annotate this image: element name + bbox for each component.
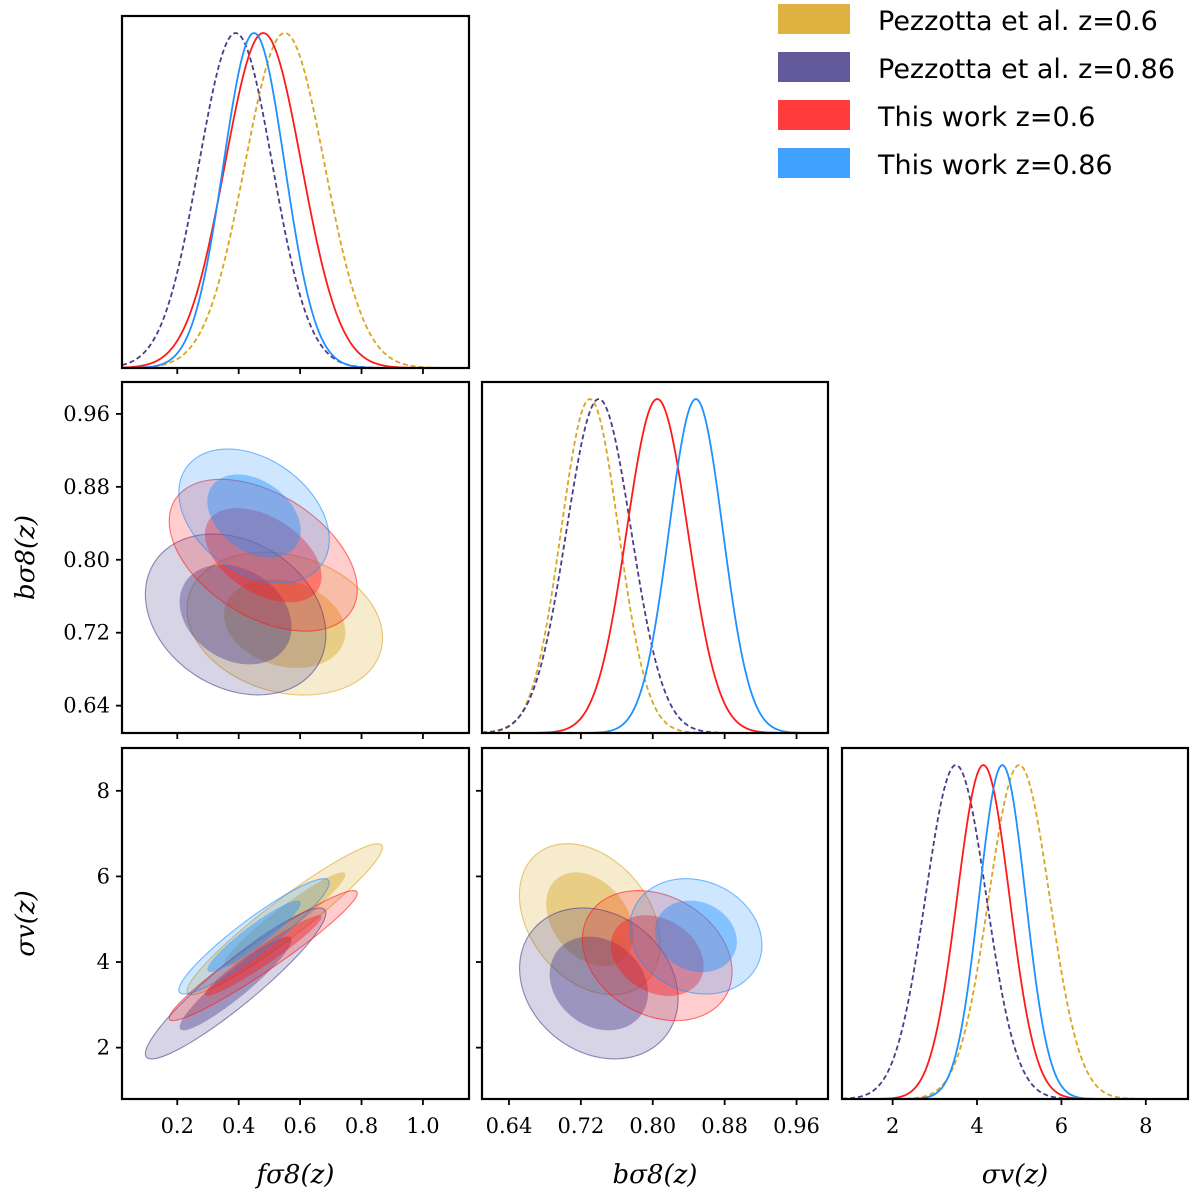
legend-swatch-thiswork-z06 xyxy=(778,100,850,130)
legend-swatch-thiswork-z086 xyxy=(778,148,850,178)
axes-frames-layer xyxy=(120,14,1190,1101)
x-tick-label-sv-2: 6 xyxy=(1055,1114,1068,1138)
panel-frame-r2-c1 xyxy=(480,746,830,1101)
legend-swatch-pezzotta-z086 xyxy=(778,52,850,82)
y-axis-title-sv: σv(z) xyxy=(11,890,41,956)
y-tick-label-sv-2: 6 xyxy=(97,864,110,888)
y-tick-label-bs8-3: 0.88 xyxy=(63,475,110,499)
y-tick-label-sv-0: 2 xyxy=(97,1036,110,1060)
x-tick-label-sv-0: 2 xyxy=(886,1114,899,1138)
legend-label-pezzotta-z086: Pezzotta et al. z=0.86 xyxy=(878,54,1175,85)
y-tick-label-bs8-2: 0.80 xyxy=(63,548,110,572)
panel-sv-marginal xyxy=(842,764,1188,1099)
thiswork-z06-68pct-contour-sv-bs8 xyxy=(610,915,704,996)
panel-frame-r1-c1 xyxy=(480,380,830,735)
panel-frame-r0-c0 xyxy=(120,14,471,370)
pezzotta-z06-95pct-contour-sv-bs8 xyxy=(518,843,661,996)
panel-sv-vs-fs8-contours xyxy=(144,843,384,1060)
x-tick-label-sv-1: 4 xyxy=(970,1114,983,1138)
pezzotta-z086-marginal-bs8 xyxy=(482,398,828,733)
panel-sv-vs-bs8-contours xyxy=(518,843,763,1060)
pezzotta-z06-68pct-contour-bs8-fs8 xyxy=(224,579,346,668)
panel-frame-r2-c0 xyxy=(120,746,471,1101)
contour-fills-layer xyxy=(144,448,763,1060)
x-tick-label-fs8-1: 0.4 xyxy=(222,1114,255,1138)
pezzotta-z06-marginal-bs8 xyxy=(482,398,828,733)
panel-fs8-marginal xyxy=(122,32,469,368)
thiswork-z06-95pct-contour-sv-bs8 xyxy=(581,890,733,1022)
panel-frame-r2-c2 xyxy=(840,746,1190,1101)
legend-label-thiswork-z086: This work z=0.86 xyxy=(877,150,1113,181)
thiswork-z06-95pct-contour-bs8-fs8 xyxy=(168,478,358,632)
thiswork-z06-marginal-fs8 xyxy=(122,32,469,368)
legend-label-pezzotta-z06: Pezzotta et al. z=0.6 xyxy=(878,6,1158,37)
thiswork-z06-68pct-contour-sv-fs8 xyxy=(204,915,322,996)
axis-ticks-layer: 0.2 0.4 0.6 0.8 1.0 0.64 0.72 0.80 0.88 0.96 2 4 6 8 0… xyxy=(11,368,1152,1190)
legend: Pezzotta et al. z=0.6 Pezzotta et al. z=0… xyxy=(778,4,1175,181)
panel-frame-r1-c0 xyxy=(120,380,471,735)
pezzotta-z086-marginal-sv xyxy=(842,764,1188,1099)
x-tick-label-fs8-4: 1.0 xyxy=(406,1114,439,1138)
thiswork-z086-95pct-contour-bs8-fs8 xyxy=(178,448,330,584)
x-tick-label-fs8-0: 0.2 xyxy=(161,1114,194,1138)
x-tick-label-fs8-3: 0.8 xyxy=(345,1114,378,1138)
x-tick-label-fs8-2: 0.6 xyxy=(283,1114,316,1138)
y-tick-label-bs8-4: 0.96 xyxy=(63,402,110,426)
y-tick-label-bs8-0: 0.64 xyxy=(63,694,110,718)
pezzotta-z06-marginal-fs8 xyxy=(122,32,469,368)
y-tick-label-sv-3: 8 xyxy=(97,779,110,803)
legend-swatch-pezzotta-z06 xyxy=(778,4,850,34)
panel-bs8-vs-fs8-contours xyxy=(144,448,384,696)
thiswork-z086-marginal-fs8 xyxy=(122,32,469,368)
x-axis-title-fs8: fσ8(z) xyxy=(255,1160,335,1190)
x-tick-label-sv-3: 8 xyxy=(1139,1114,1152,1138)
x-tick-label-bs8-4: 0.96 xyxy=(773,1114,820,1138)
x-tick-label-bs8-3: 0.88 xyxy=(701,1114,748,1138)
y-tick-label-bs8-1: 0.72 xyxy=(63,621,110,645)
y-axis-title-bs8: bσ8(z) xyxy=(11,515,41,600)
thiswork-z086-68pct-contour-bs8-fs8 xyxy=(207,474,301,558)
pezzotta-z06-68pct-contour-sv-fs8 xyxy=(224,872,346,967)
thiswork-z086-68pct-contour-sv-bs8 xyxy=(654,900,737,973)
legend-label-thiswork-z06: This work z=0.6 xyxy=(877,102,1095,133)
thiswork-z06-95pct-contour-sv-fs8 xyxy=(168,890,358,1022)
thiswork-z086-95pct-contour-sv-bs8 xyxy=(629,878,763,995)
thiswork-z06-marginal-sv xyxy=(842,764,1188,1099)
pezzotta-z06-95pct-contour-bs8-fs8 xyxy=(186,551,384,696)
pezzotta-z086-95pct-contour-bs8-fs8 xyxy=(144,533,327,696)
thiswork-z086-68pct-contour-sv-fs8 xyxy=(207,900,301,973)
pezzotta-z086-68pct-contour-sv-bs8 xyxy=(549,936,649,1031)
pezzotta-z086-marginal-fs8 xyxy=(122,32,469,368)
pezzotta-z086-95pct-contour-sv-bs8 xyxy=(519,907,679,1060)
x-axis-title-sv: σv(z) xyxy=(982,1160,1048,1190)
y-tick-label-sv-1: 4 xyxy=(97,950,110,974)
thiswork-z06-68pct-contour-bs8-fs8 xyxy=(204,508,322,603)
panel-bs8-marginal xyxy=(482,398,828,733)
x-tick-label-bs8-2: 0.80 xyxy=(629,1114,676,1138)
thiswork-z086-marginal-bs8 xyxy=(482,398,828,733)
thiswork-z06-marginal-bs8 xyxy=(482,398,828,733)
x-tick-label-bs8-1: 0.72 xyxy=(557,1114,604,1138)
thiswork-z086-95pct-contour-sv-fs8 xyxy=(178,878,330,995)
x-axis-title-bs8: bσ8(z) xyxy=(613,1160,698,1190)
x-tick-label-bs8-0: 0.64 xyxy=(486,1114,533,1138)
pezzotta-z086-95pct-contour-sv-fs8 xyxy=(144,907,327,1060)
